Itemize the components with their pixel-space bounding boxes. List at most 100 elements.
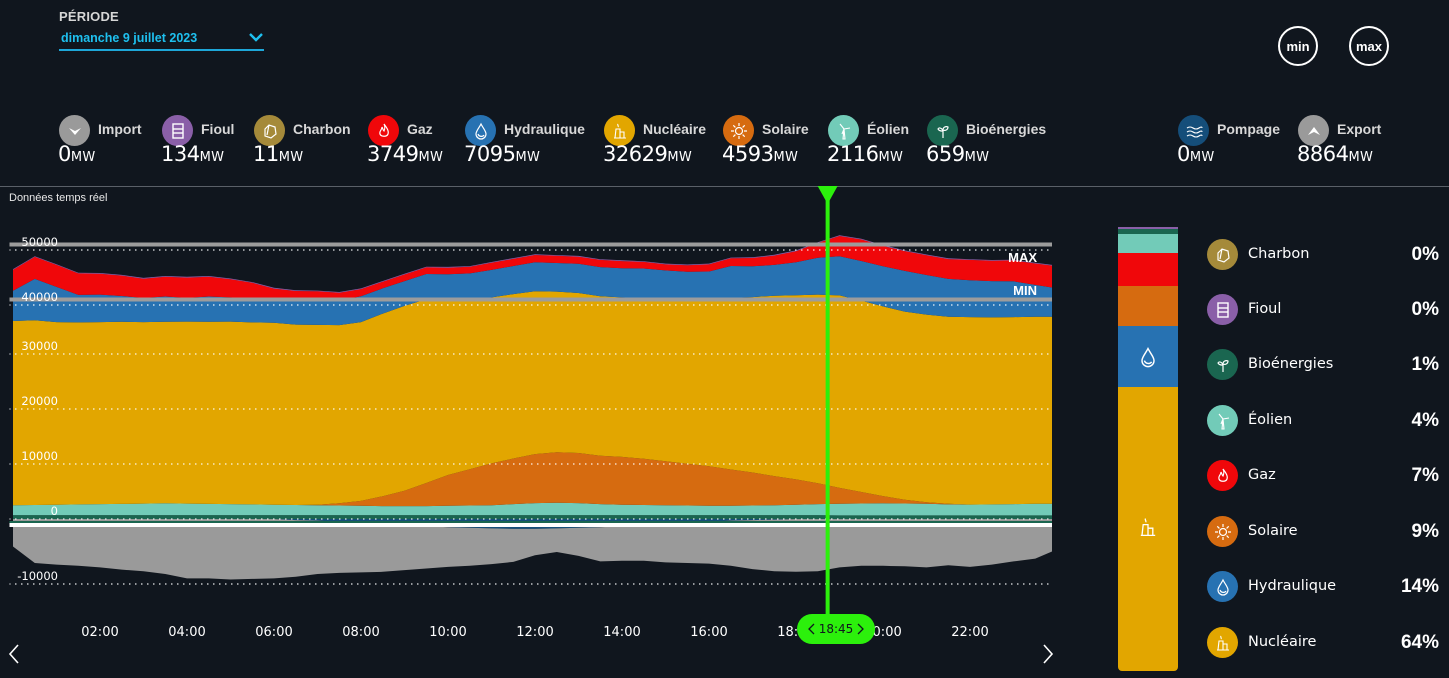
chevron-down-icon [249,33,263,42]
nuclear-plant-icon [1216,635,1229,651]
source-name: Export [1337,121,1382,137]
y-tick-label: 40000 [21,290,58,304]
y-tick-label: 0 [51,504,58,518]
header-divider [0,186,1449,187]
legend-item-nucleaire[interactable]: Nucléaire 64% [1207,627,1439,659]
chevron-left-icon[interactable] [807,623,815,635]
legend-item-fioul[interactable]: Fioul 0% [1207,294,1439,326]
source-value: 4593MW [722,142,799,166]
y-tick-label: 30000 [21,339,58,353]
area-éolien [13,502,1052,516]
y-tick-label: 20000 [21,394,58,408]
sun-icon-badge [723,115,754,146]
water-drop-icon [1141,346,1155,367]
coal-icon-badge [254,115,285,146]
chevron-up-icon [1307,126,1320,135]
legend-label: Éolien [1248,412,1293,428]
legend-item-bioenergies[interactable]: Bioénergies 1% [1207,349,1439,381]
source-value: 7095MW [464,142,541,166]
legend-item-hydraulique[interactable]: Hydraulique 14% [1207,571,1439,603]
source-name: Fioul [201,121,235,137]
nuclear-plant-icon [613,123,626,139]
source-value: 659MW [926,142,990,166]
source-name: Bioénergies [966,121,1047,137]
x-tick-label: 14:00 [603,625,640,640]
min-label: MIN [1013,283,1037,298]
legend-label: Nucléaire [1248,634,1317,650]
unit-label: MW [515,150,541,165]
unit-label: MW [964,150,990,165]
max-button[interactable]: max [1349,26,1389,66]
periode-label: PÉRIODE [59,9,119,24]
source-name: Nucléaire [643,121,707,137]
flame-icon [378,123,389,137]
source-name: Éolien [867,121,910,137]
unit-label: MW [1348,150,1374,165]
area-bioénergies [13,515,1052,519]
periode-date-select[interactable]: dimanche 9 juillet 2023 [59,29,264,51]
zero-line-edge [9,521,1052,523]
coal-icon-badge [1207,239,1238,270]
legend-label: Gaz [1248,467,1276,483]
x-tick-label: 22:00 [951,625,988,640]
realtime-label: Données temps réel [9,192,108,204]
flame-icon-badge [1207,460,1238,491]
y-tick-label: 50000 [21,235,58,249]
legend-item-solaire[interactable]: Solaire 9% [1207,516,1439,548]
source-value: 11MW [253,142,304,166]
legend-label: Fioul [1248,301,1282,317]
wind-turbine-icon [1218,413,1229,430]
legend-label: Solaire [1248,523,1298,539]
area-solaire [13,452,1052,507]
mix-segment-nucleaire [1118,387,1178,671]
sun-icon-badge [1207,516,1238,547]
source-value: 0MW [58,142,96,166]
max-label: MAX [1008,250,1037,265]
y-tick-label: 10000 [21,449,58,463]
area-nucléaire [13,291,1052,506]
legend-item-charbon[interactable]: Charbon 0% [1207,239,1439,271]
mix-segment-fioul [1118,227,1178,229]
legend-percent: 7% [1411,465,1439,486]
legend-percent: 9% [1411,521,1439,542]
x-tick-label: 08:00 [342,625,379,640]
cursor-time-pill[interactable]: 18:45 [797,614,875,644]
wind-turbine-icon [839,123,850,140]
nuclear-plant-icon-badge [1207,627,1238,658]
legend-label: Bioénergies [1248,356,1334,372]
unit-label: MW [278,150,304,165]
legend-label: Hydraulique [1248,578,1337,594]
reference-line-min [9,297,1052,302]
min-button[interactable]: min [1278,26,1318,66]
source-value: 2116MW [827,142,904,166]
flame-icon-badge [368,115,399,146]
legend-item-eolien[interactable]: Éolien 4% [1207,405,1439,437]
energy-mix-bar [1118,227,1178,671]
source-value: 8864MW [1297,142,1374,166]
cursor-time: 18:45 [818,622,854,636]
waves-icon [1186,125,1203,138]
production-chart[interactable]: 50000 40000 30000 20000 10000 0 -10000 MAX MIN 02… [0,186,1070,678]
chevron-down-icon-badge [59,115,90,146]
source-value: 0MW [1177,142,1215,166]
source-name: Hydraulique [504,121,585,137]
zero-line [9,523,1052,527]
source-name: Pompage [1217,121,1281,137]
mix-segment-bioenergies [1118,229,1178,234]
nuclear-plant-icon-badge [604,115,635,146]
area-export [13,519,1052,580]
water-drop-icon-badge [465,115,496,146]
chevron-right-icon[interactable] [857,623,865,635]
chevron-up-icon-badge [1298,115,1329,146]
sun-icon [1214,523,1231,540]
source-value: 32629MW [603,142,692,166]
next-day-arrow-icon[interactable] [1040,643,1056,665]
oil-barrel-icon-badge [1207,294,1238,325]
oil-barrel-icon [1216,301,1229,318]
legend-item-gaz[interactable]: Gaz 7% [1207,460,1439,492]
previous-day-arrow-icon[interactable] [6,643,22,665]
mix-segment-hydraulique [1118,326,1178,387]
wind-turbine-icon-badge [828,115,859,146]
area-gaz [13,236,1052,301]
source-value: 134MW [161,142,225,166]
